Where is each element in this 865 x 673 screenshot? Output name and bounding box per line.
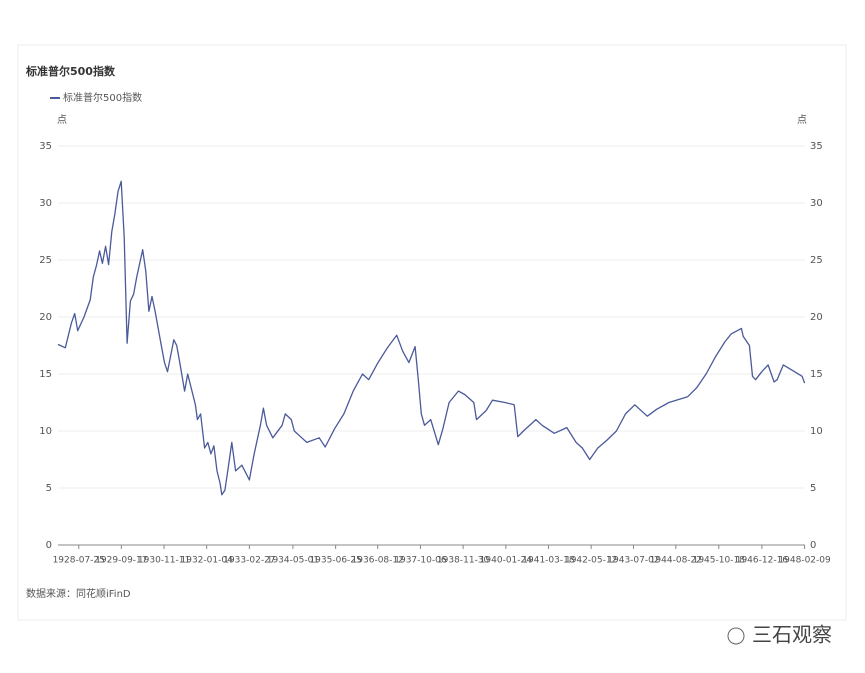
x-tick-label: 1936-08-12 [352,556,404,566]
y2-axis-unit: 点 [797,114,807,126]
y2-tick-label: 30 [810,198,823,209]
y-tick-label: 15 [39,369,52,380]
x-tick-label: 1945-10-18 [693,556,746,566]
x-tick-label: 1932-01-04 [181,556,234,566]
y-tick-label: 10 [39,426,52,437]
x-tick-label: 1946-12-16 [736,556,789,566]
chart-title: 标准普尔500指数 [25,64,116,78]
y2-tick-label: 25 [810,255,823,266]
y-tick-label: 35 [39,141,52,152]
x-tick-label: 1928-07-25 [53,556,105,566]
y-axis-unit: 点 [57,114,67,126]
x-tick-label: 1935-06-25 [309,556,361,566]
x-tick-label: 1934-05-01 [267,556,319,566]
source-note: 数据来源：同花顺iFinD [26,587,131,600]
x-tick-label: 1941-03-18 [522,556,575,566]
watermark-icon [727,627,745,645]
x-tick-label: 1938-11-30 [437,556,490,566]
y2-tick-label: 5 [810,483,816,494]
x-tick-label: 1948-02-09 [778,556,831,566]
x-tick-label: 1943-07-02 [607,556,659,566]
y2-tick-label: 15 [810,369,823,380]
x-tick-label: 1940-01-24 [480,556,533,566]
line-series [57,180,806,496]
legend-label: 标准普尔500指数 [63,91,142,104]
x-tick-label: 1942-05-12 [565,556,617,566]
chart-card [17,44,847,621]
y2-tick-label: 20 [810,312,823,323]
y-tick-label: 25 [39,255,52,266]
y-tick-label: 0 [46,540,52,551]
x-tick-label: 1944-08-22 [650,556,702,566]
watermark: 三石观察 [752,623,832,647]
x-tick-label: 1937-10-06 [394,556,447,566]
y2-tick-label: 0 [810,540,816,551]
y-tick-label: 30 [39,198,52,209]
x-tick-label: 1929-09-17 [95,556,147,566]
y2-tick-label: 10 [810,426,823,437]
y-tick-label: 5 [46,483,52,494]
y2-tick-label: 35 [810,141,823,152]
x-tick-label: 1933-02-27 [223,556,275,566]
x-tick-label: 1930-11-11 [138,556,190,566]
y-tick-label: 20 [39,312,52,323]
